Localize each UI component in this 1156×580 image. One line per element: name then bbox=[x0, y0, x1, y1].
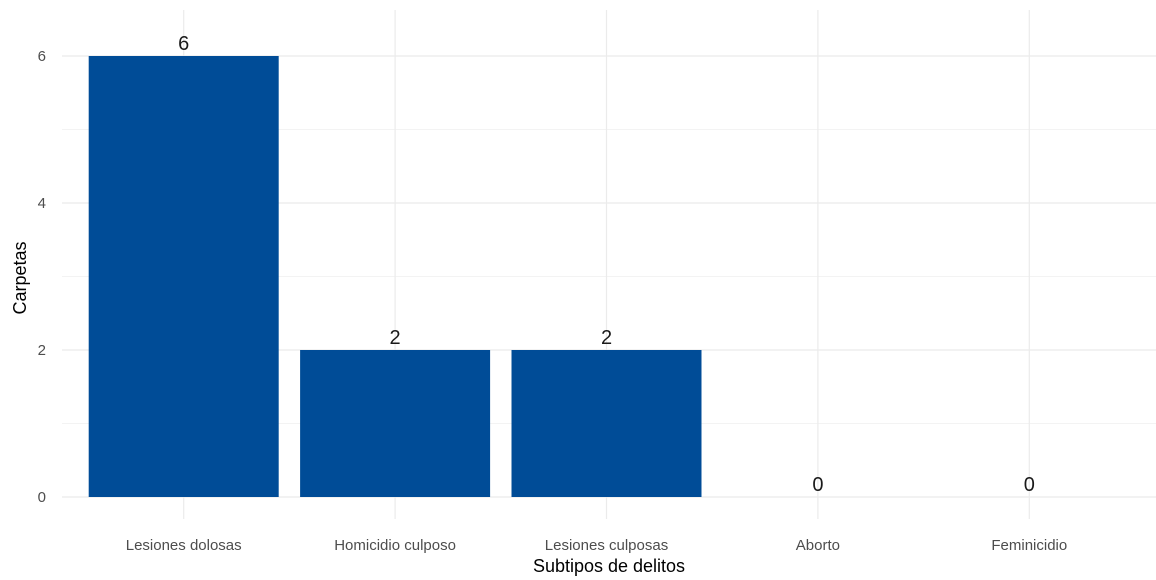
x-tick-label: Lesiones culposas bbox=[545, 537, 668, 554]
x-tick-label: Lesiones dolosas bbox=[126, 537, 242, 554]
x-axis-ticks: Lesiones dolosas Homicidio culposo Lesione… bbox=[126, 537, 1067, 554]
y-axis-title: Carpetas bbox=[10, 241, 30, 314]
x-tick-label: Homicidio culposo bbox=[334, 537, 456, 554]
y-axis-ticks: 0 2 4 6 bbox=[38, 48, 46, 506]
y-tick-label: 6 bbox=[38, 48, 46, 65]
bar bbox=[511, 350, 702, 497]
bar-value-label: 6 bbox=[178, 33, 189, 55]
data-labels: 6 2 2 0 0 bbox=[178, 33, 1035, 496]
y-tick-label: 4 bbox=[38, 195, 46, 212]
bar-value-label: 0 bbox=[1024, 474, 1035, 496]
bar bbox=[300, 350, 491, 497]
bar-value-label: 0 bbox=[812, 474, 823, 496]
x-axis-title: Subtipos de delitos bbox=[533, 556, 685, 576]
y-tick-label: 0 bbox=[38, 489, 46, 506]
x-tick-label: Aborto bbox=[796, 537, 840, 554]
bar-value-label: 2 bbox=[601, 327, 612, 349]
bar-value-label: 2 bbox=[390, 327, 401, 349]
y-tick-label: 2 bbox=[38, 342, 46, 359]
bars bbox=[88, 56, 702, 497]
x-tick-label: Feminicidio bbox=[991, 537, 1067, 554]
bar bbox=[88, 56, 279, 497]
